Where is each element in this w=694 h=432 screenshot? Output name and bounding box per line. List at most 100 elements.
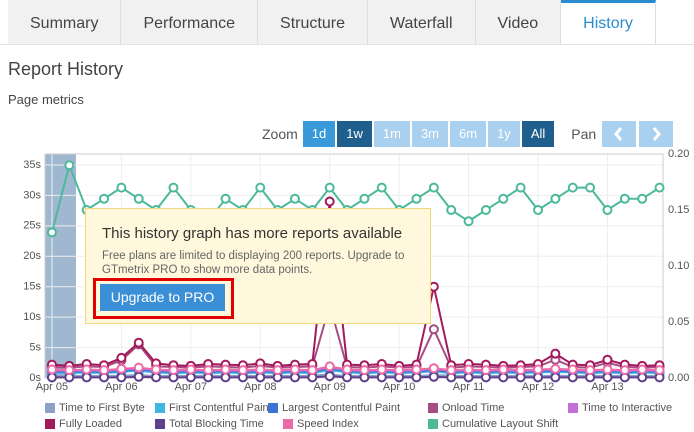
upgrade-button[interactable]: Upgrade to PRO (100, 284, 225, 311)
zoom-label: Zoom (262, 126, 298, 142)
legend-swatch (155, 419, 165, 429)
point (463, 364, 474, 375)
y-tick-label: 25s (23, 220, 41, 232)
pan-button[interactable] (639, 121, 674, 147)
tab[interactable]: Video (475, 0, 562, 44)
point (116, 352, 127, 363)
point (428, 371, 439, 382)
zoom-button[interactable]: 1y (488, 121, 520, 147)
y-tick-label: 15s (23, 281, 41, 293)
legend-swatch (155, 403, 165, 413)
tab[interactable]: Performance (121, 0, 259, 44)
y-tick-label: 0s (29, 372, 41, 384)
point (64, 365, 75, 376)
tab[interactable]: History (561, 0, 656, 44)
point (550, 348, 561, 359)
point (411, 193, 422, 204)
y2-tick-label: 0.05 (668, 316, 689, 328)
point (133, 362, 144, 373)
point (151, 372, 162, 383)
point (99, 365, 110, 376)
point (602, 354, 613, 365)
tab[interactable]: Summary (8, 0, 122, 44)
x-tick-label: Apr 06 (105, 381, 137, 393)
point (585, 182, 596, 193)
point (133, 337, 144, 348)
point (619, 193, 630, 204)
point (654, 365, 665, 376)
point (637, 364, 648, 375)
tab[interactable]: Structure (258, 0, 368, 44)
point (237, 365, 248, 376)
legend-swatch (45, 403, 55, 413)
y-tick-label: 35s (23, 159, 41, 171)
point (203, 365, 214, 376)
tab[interactable]: Waterfall (367, 0, 476, 44)
zoom-button[interactable]: 1w (337, 121, 372, 147)
zoom-button[interactable]: 3m (411, 121, 449, 147)
point (602, 205, 613, 215)
point (289, 193, 300, 204)
point (585, 365, 596, 376)
popup-line: GTmetrix PRO to show more data points. (102, 264, 313, 276)
point (411, 372, 422, 383)
point (255, 372, 266, 383)
point (289, 364, 300, 375)
point (533, 364, 544, 375)
point (168, 365, 179, 376)
zoom-button[interactable]: 1m (373, 121, 410, 147)
zoom-button[interactable]: 6m (450, 121, 487, 147)
legend-swatch (428, 419, 438, 429)
x-tick-label: Apr 09 (313, 381, 345, 393)
pan-button[interactable] (602, 121, 637, 147)
x-tick-label: Apr 10 (383, 381, 415, 393)
point (446, 205, 457, 215)
point (515, 365, 526, 376)
point (255, 364, 266, 375)
point (567, 364, 578, 375)
zoom-controls: Zoom 1d 1w 1m 3m 6m 1y All Pan (262, 121, 676, 147)
point (463, 372, 474, 383)
point (324, 371, 335, 382)
zoom-button[interactable]: 1d (302, 121, 336, 147)
point (342, 372, 353, 383)
point (324, 361, 335, 372)
legend-swatch (568, 403, 578, 413)
point (550, 372, 561, 383)
point (81, 364, 92, 375)
tab-bar: Summary Performance Structure Waterfall Vide… (8, 0, 656, 44)
point (324, 182, 335, 193)
point (446, 365, 457, 376)
x-tick-label: Apr 12 (522, 381, 554, 393)
point (602, 372, 613, 383)
heading: Report History (8, 59, 124, 79)
point (133, 371, 144, 382)
popup-line: Free plans are limited to displaying 200… (102, 250, 405, 262)
point (46, 372, 57, 383)
y2-tick-label: 0.20 (668, 148, 689, 160)
point (359, 193, 370, 204)
point (46, 227, 57, 238)
x-tick-label: Apr 13 (591, 381, 623, 393)
legend-label: Fully Loaded (59, 418, 122, 430)
point (220, 372, 231, 383)
zoom-button[interactable]: All (521, 121, 555, 147)
point (463, 216, 474, 227)
point (394, 365, 405, 376)
y2-tick-label: 0.15 (668, 204, 689, 216)
subheading: Page metrics (8, 92, 84, 107)
arrow-icon (653, 127, 662, 141)
legend-swatch (268, 403, 278, 413)
point (220, 364, 231, 375)
legend-label: Speed Index (297, 418, 359, 430)
point (116, 363, 127, 374)
point (654, 182, 665, 193)
point (46, 364, 57, 375)
legend-label: Largest Contentful Paint (282, 402, 400, 414)
point (567, 182, 578, 193)
x-tick-label: Apr 08 (244, 381, 276, 393)
point (376, 364, 387, 375)
point (359, 365, 370, 376)
point (185, 364, 196, 375)
pan-label: Pan (571, 126, 597, 142)
